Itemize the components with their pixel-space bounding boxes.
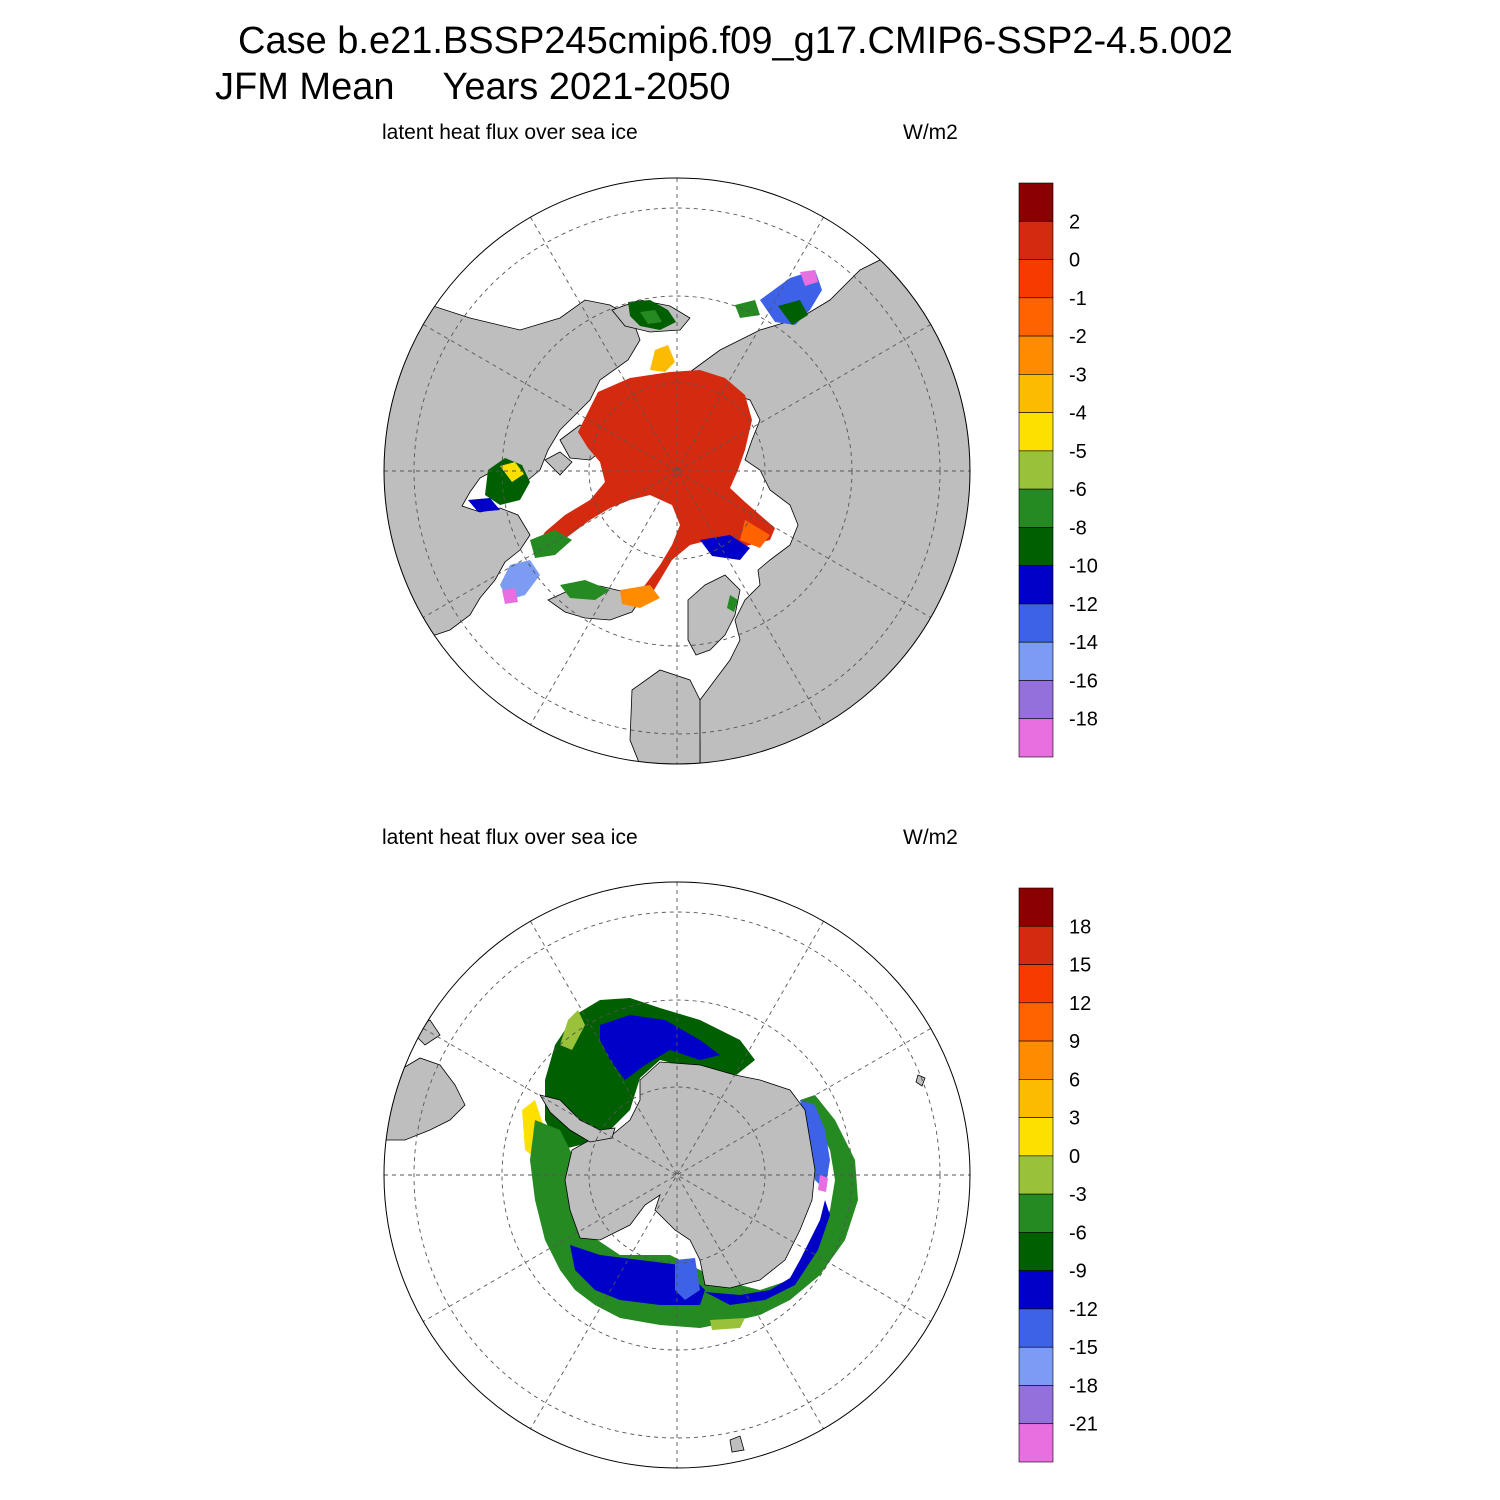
south-colorbar-label-3: 9	[1069, 1031, 1080, 1053]
north-colorbar-label-8: -8	[1069, 517, 1087, 539]
south-colorbar-box-9	[1018, 1232, 1054, 1271]
north-colorbar-box-9	[1018, 527, 1054, 566]
north-colorbar-label-5: -4	[1069, 403, 1087, 425]
north-colorbar-box-14	[1018, 718, 1054, 758]
south-colorbar-box-4	[1018, 1040, 1054, 1080]
north-colorbar-label-1: 0	[1069, 250, 1080, 272]
north-colorbar-box-5	[1018, 374, 1054, 413]
north-colorbar-label-11: -14	[1069, 632, 1098, 654]
south-colorbar-label-7: -3	[1069, 1184, 1087, 1206]
north-colorbar-label-3: -2	[1069, 326, 1087, 348]
north-colorbar-label-4: -3	[1069, 364, 1087, 386]
north-colorbar-box-6	[1018, 412, 1054, 452]
north-graticule	[384, 178, 970, 764]
south-colorbar-box-1	[1018, 925, 1054, 965]
north-map-border	[383, 177, 971, 765]
north-colorbar-label-7: -6	[1069, 479, 1087, 501]
south-colorbar-box-12	[1018, 1346, 1054, 1386]
north-colorbar-label-10: -12	[1069, 594, 1098, 616]
south-colorbar-label-1: 15	[1069, 955, 1091, 977]
north-colorbar: 2 0 -1 -2 -3 -4 -5 -6 -8 -10 -12 -14 -16 -18	[1018, 182, 1098, 758]
north-colorbar-box-10	[1018, 565, 1054, 605]
period-title: JFM Mean Years 2021-2050	[215, 68, 731, 106]
north-colorbar-label-13: -18	[1069, 709, 1098, 731]
south-colorbar-label-9: -9	[1069, 1261, 1087, 1283]
south-colorbar: 18 15 12 9 6 3 0 -3 -6 -9 -12 -15 -18 -21	[1018, 887, 1098, 1463]
south-colorbar-box-8	[1018, 1193, 1054, 1233]
south-sea-ice-field	[522, 998, 858, 1330]
south-colorbar-box-10	[1018, 1270, 1054, 1310]
north-colorbar-box-1	[1018, 220, 1054, 260]
north-colorbar-box-2	[1018, 259, 1054, 299]
north-colorbar-box-3	[1018, 297, 1054, 337]
south-colorbar-box-11	[1018, 1308, 1054, 1348]
south-colorbar-box-6	[1018, 1117, 1054, 1157]
north-colorbar-box-13	[1018, 680, 1054, 720]
south-polar-map	[383, 881, 971, 1469]
north-colorbar-box-0	[1018, 182, 1054, 222]
south-colorbar-label-5: 3	[1069, 1108, 1080, 1130]
south-colorbar-label-12: -18	[1069, 1375, 1098, 1397]
south-map-border	[383, 881, 971, 1469]
north-colorbar-label-6: -5	[1069, 441, 1087, 463]
north-colorbar-label-2: -1	[1069, 288, 1087, 310]
south-colorbar-label-4: 6	[1069, 1069, 1080, 1091]
south-colorbar-box-2	[1018, 964, 1054, 1004]
south-colorbar-label-11: -15	[1069, 1337, 1098, 1359]
south-variable-label: latent heat flux over sea ice	[382, 826, 638, 849]
south-colorbar-label-8: -6	[1069, 1222, 1087, 1244]
case-title: Case b.e21.BSSP245cmip6.f09_g17.CMIP6-SS…	[238, 20, 1233, 62]
north-sea-ice-field	[468, 270, 822, 612]
south-colorbar-label-0: 18	[1069, 916, 1091, 938]
north-colorbar-box-7	[1018, 450, 1054, 490]
south-units-label: W/m2	[903, 826, 958, 849]
north-colorbar-box-11	[1018, 603, 1054, 643]
north-colorbar-label-0: 2	[1069, 211, 1080, 233]
north-colorbar-label-9: -10	[1069, 556, 1098, 578]
south-colorbar-box-13	[1018, 1385, 1054, 1425]
north-polar-map	[383, 177, 971, 765]
years-label: Years 2021-2050	[442, 66, 731, 108]
north-colorbar-label-12: -16	[1069, 670, 1098, 692]
south-colorbar-label-6: 0	[1069, 1146, 1080, 1168]
north-colorbar-box-8	[1018, 488, 1054, 528]
south-colorbar-box-5	[1018, 1079, 1054, 1118]
south-graticule	[384, 882, 970, 1468]
south-colorbar-box-7	[1018, 1155, 1054, 1195]
south-colorbar-box-3	[1018, 1002, 1054, 1042]
south-colorbar-box-14	[1018, 1423, 1054, 1463]
north-colorbar-box-12	[1018, 641, 1054, 681]
south-colorbar-label-10: -12	[1069, 1299, 1098, 1321]
south-colorbar-box-0	[1018, 887, 1054, 927]
north-units-label: W/m2	[903, 121, 958, 144]
period-label: JFM Mean	[215, 66, 395, 108]
south-colorbar-label-13: -21	[1069, 1414, 1098, 1436]
north-colorbar-box-4	[1018, 335, 1054, 375]
north-variable-label: latent heat flux over sea ice	[382, 121, 638, 144]
south-colorbar-label-2: 12	[1069, 993, 1091, 1015]
